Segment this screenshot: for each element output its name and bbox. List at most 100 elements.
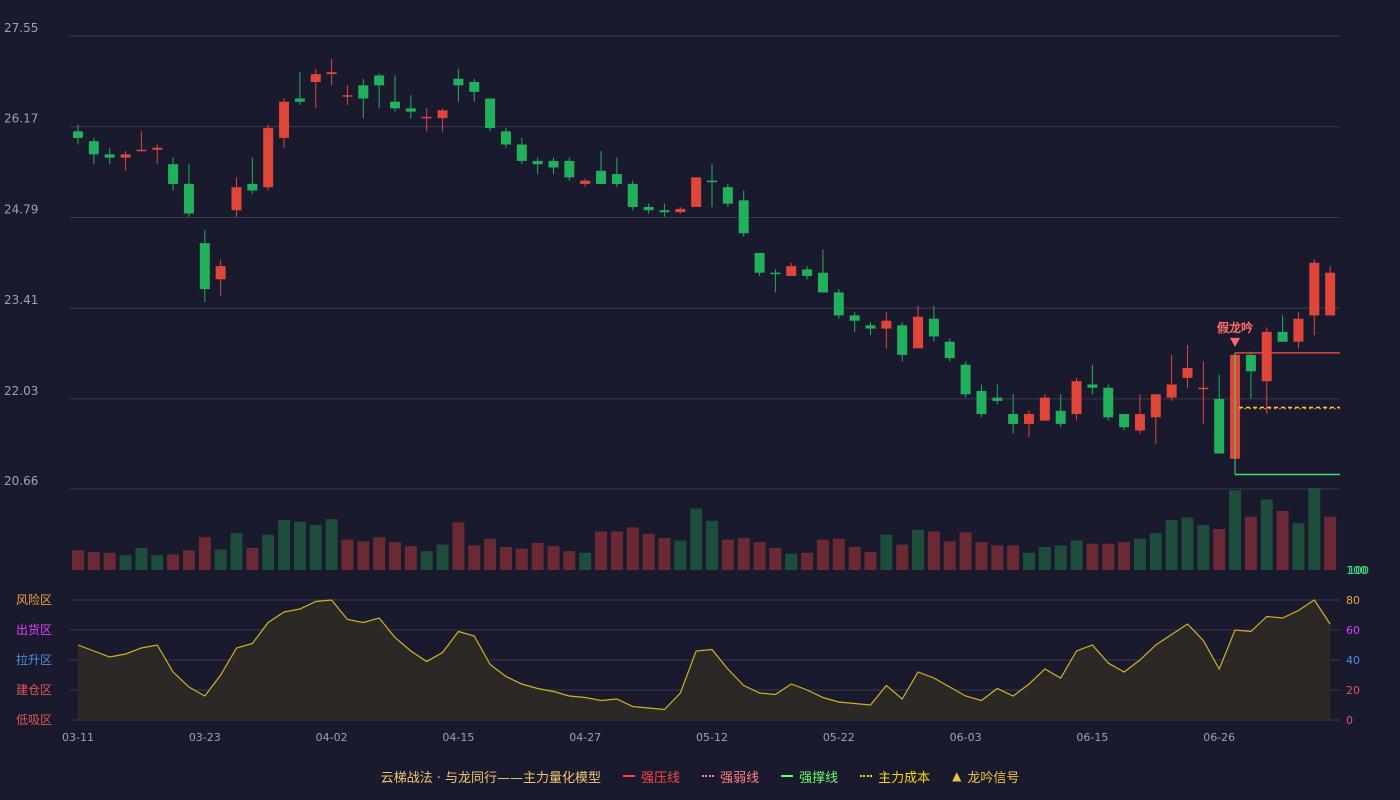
volume-bar: [1118, 542, 1131, 570]
candle-body: [326, 72, 337, 75]
candle-body: [279, 101, 290, 138]
cost-line-swatch: [860, 775, 873, 777]
candle-body: [1024, 414, 1034, 424]
candle-body: [833, 292, 844, 316]
candle-body: [374, 75, 385, 86]
candle-body: [104, 154, 115, 158]
candle-body: [976, 391, 987, 415]
candle-body: [770, 272, 781, 275]
legend-item-support[interactable]: 强撑线: [781, 767, 838, 786]
candle-body: [707, 180, 717, 183]
volume-bar: [927, 531, 940, 570]
candle-body: [1309, 262, 1320, 316]
candle-body: [405, 108, 416, 112]
candle-body: [1055, 410, 1066, 424]
candle-body: [913, 316, 924, 349]
candle-body: [390, 101, 400, 109]
volume-bar: [1181, 517, 1194, 570]
volume-bar: [389, 542, 401, 570]
price-tick-label: 23.41: [4, 293, 38, 307]
candle-body: [643, 206, 654, 211]
candle-body: [1245, 354, 1256, 372]
weak-line-swatch: [702, 775, 715, 777]
volume-bar: [1070, 540, 1083, 570]
volume-bar: [769, 547, 782, 570]
volume-bar: [896, 544, 909, 570]
candle-body: [1008, 414, 1019, 424]
volume-bar: [912, 529, 925, 570]
candle-body: [881, 320, 892, 329]
candle-body: [1150, 394, 1161, 418]
candle-body: [485, 98, 496, 129]
volume-bar: [214, 549, 227, 570]
legend-label-support: 强撑线: [799, 770, 839, 786]
candle-body: [453, 78, 464, 86]
volume-bar: [943, 541, 956, 570]
legend-label-signal: 龙吟信号: [967, 770, 1020, 786]
candle-body: [944, 341, 955, 359]
indicator-tick-label: 100: [1346, 564, 1367, 577]
price-tick-label: 22.03: [4, 384, 38, 398]
signal-arrow-icon: [1230, 337, 1241, 347]
volume-bar: [753, 542, 766, 570]
candle-body: [1277, 331, 1288, 342]
support-line-swatch: [781, 775, 794, 777]
signal-label: 假龙吟: [1217, 320, 1253, 335]
legend-item-weak[interactable]: 强弱线: [702, 767, 759, 786]
volume-bar: [404, 546, 417, 570]
candle-body: [1134, 414, 1145, 431]
candle-body: [754, 252, 765, 273]
volume-bar: [373, 537, 386, 570]
indicator-tick-label: 0: [1346, 714, 1353, 727]
legend-label-pressure: 强压线: [641, 770, 681, 786]
volume-bar: [1149, 533, 1162, 570]
volume-bar: [991, 545, 1004, 570]
legend-item-cost[interactable]: 主力成本: [860, 767, 930, 786]
volume-bar: [103, 552, 116, 570]
volume-bar: [642, 533, 655, 570]
volume-bar: [1023, 552, 1035, 570]
price-tick-label: 20.66: [4, 474, 38, 488]
candle-body: [199, 243, 210, 290]
volume-bar: [658, 538, 671, 570]
volume-bar: [626, 527, 639, 570]
candle-body: [691, 177, 702, 207]
volume-bar: [420, 551, 433, 570]
candle-body: [1071, 381, 1082, 415]
date-tick-label: 05-12: [696, 731, 728, 744]
price-tick-label: 27.55: [4, 21, 38, 35]
date-tick-label: 04-02: [316, 731, 348, 744]
volume-bar: [1038, 547, 1051, 570]
volume-bar: [135, 547, 148, 570]
volume-bar: [515, 548, 528, 570]
zone-label: 拉升区: [16, 652, 52, 667]
volume-bar: [293, 521, 306, 570]
volume-bar: [531, 542, 544, 570]
candle-body: [580, 180, 591, 184]
indicator-tick-label: 20: [1346, 684, 1360, 697]
volume-bar: [1197, 524, 1210, 570]
volume-bar: [563, 551, 576, 570]
candle-body: [1119, 414, 1130, 428]
volume-bar: [151, 555, 164, 570]
legend-item-signal[interactable]: ▲ 龙吟信号: [952, 767, 1019, 786]
candle-body: [564, 160, 575, 178]
volume-scale-label: 100: [1348, 564, 1369, 577]
volume-bar: [801, 552, 814, 570]
candle-body: [1261, 331, 1272, 382]
date-tick-label: 06-03: [950, 731, 982, 744]
candle-body: [659, 210, 670, 213]
candle-body: [1198, 387, 1209, 390]
candle-body: [1039, 397, 1050, 421]
volume-bar: [864, 551, 877, 570]
candle-body: [342, 95, 353, 97]
volume-bar: [1213, 529, 1226, 570]
candle-body: [548, 160, 559, 168]
candle-body: [738, 200, 749, 234]
volume-bar: [230, 533, 243, 570]
indicator-tick-label: 40: [1346, 654, 1360, 667]
candle-body: [437, 110, 448, 119]
zone-label: 低吸区: [16, 713, 52, 727]
candle-body: [627, 183, 638, 207]
legend-item-pressure[interactable]: 强压线: [623, 767, 680, 786]
